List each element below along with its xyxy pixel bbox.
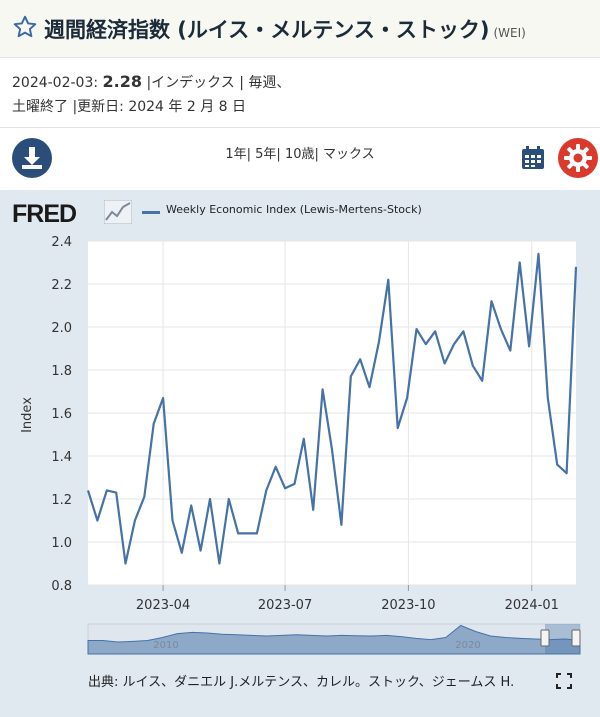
series-line [86,252,578,565]
y-tick-label: 2.4 [51,235,72,250]
source-text: 出典: ルイス、ダニエル J.メルテンス、カレル。ストック、ジェームス H. [88,675,515,690]
observation-date: 2024-02-03: [12,75,99,91]
navigator-label: 2010 [153,640,178,651]
x-tick-label: 2023-10 [381,598,435,613]
navigator-handle[interactable] [571,629,581,647]
download-button[interactable] [12,138,52,178]
legend-label: Weekly Economic Index (Lewis-Mertens-Sto… [166,203,422,216]
y-tick-label: 1.2 [51,493,72,508]
y-tick-label: 1.8 [51,364,72,379]
fred-logo[interactable]: FRED [12,200,77,228]
navigator-handle[interactable] [540,629,550,647]
x-tick-label: 2024-01 [505,598,559,613]
fred-logo-graph-icon [104,200,132,224]
range-10y[interactable]: 10歳 [284,147,315,162]
range-1y[interactable]: 1年 [225,147,247,162]
divider [0,127,600,128]
y-tick-label: 1.6 [51,407,72,422]
range-sep: | [276,147,281,162]
gear-icon[interactable] [558,138,598,178]
y-axis-label: Index [20,397,35,433]
range-max[interactable]: マックス [323,147,375,162]
navigator-area [87,624,581,655]
range-5y[interactable]: 5年 [255,147,277,162]
fullscreen-icon[interactable] [556,673,572,689]
title-bar: 週間経済指数 (ルイス・メルテンス・ストック) (WEI) [0,0,600,58]
series-meta: 2024-02-03: 2.28 |インデックス | 毎週、 土曜終了 |更新日… [12,70,592,119]
observation-value: 2.28 [102,72,143,91]
y-tick-label: 2.0 [51,321,72,336]
y-tick-label: 0.8 [51,579,72,594]
star-icon[interactable] [12,14,38,40]
x-tick-label: 2023-04 [136,598,190,613]
meta-line-1: 2024-02-03: 2.28 |インデックス | 毎週、 [12,70,592,95]
range-nav: 1年| 5年| 10歳| マックス [0,143,600,162]
y-tick-label: 1.0 [51,536,72,551]
calendar-icon[interactable] [520,145,546,171]
x-tick-label: 2023-07 [258,598,312,613]
y-tick-label: 2.2 [51,278,72,293]
meta-line-2: 土曜終了 |更新日: 2024 年 2 月 8 日 [12,99,247,115]
y-tick-label: 1.4 [51,450,72,465]
page-title: 週間経済指数 (ルイス・メルテンス・ストック) (WEI) [44,14,526,44]
units-frequency: |インデックス | 毎週、 [146,75,291,91]
page-title-text: 週間経済指数 (ルイス・メルテンス・ストック) [44,18,490,42]
legend-swatch [142,211,160,214]
navigator-label: 2020 [455,640,480,651]
download-icon [22,147,42,169]
range-sep: | [314,147,319,162]
range-sep: | [246,147,251,162]
series-code: (WEI) [493,26,526,40]
